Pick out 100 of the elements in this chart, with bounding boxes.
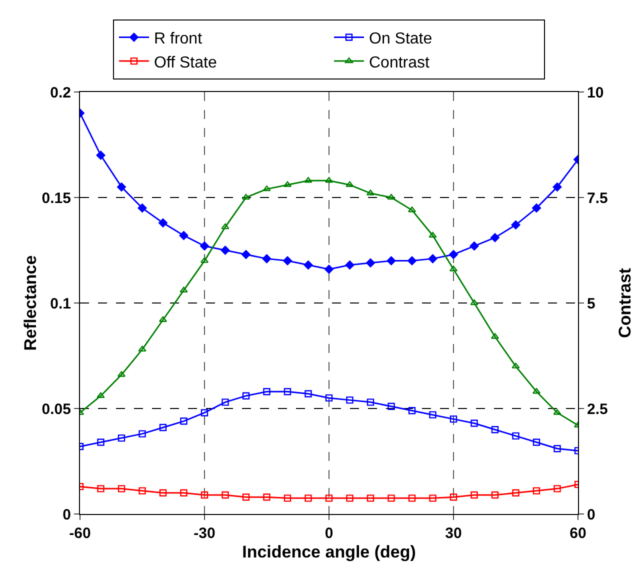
- point: [553, 409, 562, 415]
- point: [387, 194, 396, 200]
- x-axis-title: Incidence angle (deg): [242, 542, 416, 562]
- point: [304, 177, 312, 183]
- point: [284, 494, 292, 502]
- point: [304, 494, 312, 502]
- legend-label: Contrast: [369, 54, 430, 72]
- point: [96, 150, 106, 160]
- point: [200, 409, 208, 416]
- point: [242, 194, 250, 200]
- point: [408, 494, 416, 502]
- point: [346, 494, 354, 502]
- point: [304, 390, 312, 398]
- point: [532, 204, 541, 213]
- point: [366, 494, 374, 502]
- point: [242, 250, 250, 259]
- point: [220, 246, 230, 255]
- y-tick-label: 0.05: [42, 400, 71, 418]
- point: [242, 392, 250, 400]
- point: [180, 418, 188, 425]
- point: [554, 444, 561, 452]
- point: [449, 250, 458, 259]
- point: [512, 432, 520, 440]
- x-tick-label: 0: [324, 525, 334, 542]
- point: [179, 230, 188, 240]
- y2-tick-label: 2.5: [587, 400, 608, 418]
- x-tick-label: -30: [194, 525, 216, 542]
- y-axis-title: Reflectance: [21, 255, 40, 351]
- point: [138, 487, 146, 494]
- point: [470, 242, 479, 251]
- y2-tick-label: 0: [587, 506, 596, 524]
- point: [159, 424, 167, 432]
- point: [138, 204, 147, 213]
- point: [262, 254, 272, 264]
- point: [97, 438, 104, 446]
- point: [366, 398, 374, 406]
- point: [200, 242, 209, 251]
- y-tick-label: 0.2: [50, 84, 71, 102]
- point: [283, 256, 292, 266]
- point: [490, 233, 500, 242]
- point: [345, 260, 354, 270]
- point: [346, 181, 354, 187]
- x-tick-label: 30: [445, 525, 462, 542]
- point: [491, 426, 499, 434]
- point: [554, 485, 561, 492]
- point: [96, 392, 105, 398]
- y-tick-label: 0.1: [50, 295, 71, 312]
- point: [388, 494, 395, 502]
- point: [284, 388, 292, 396]
- point: [470, 491, 478, 499]
- point: [221, 223, 230, 230]
- point: [470, 420, 478, 427]
- point: [118, 485, 126, 492]
- point: [200, 491, 208, 499]
- point: [304, 260, 313, 270]
- x-tick-label: -60: [69, 525, 91, 542]
- point: [408, 256, 416, 266]
- point: [97, 485, 104, 492]
- point: [491, 491, 499, 499]
- point: [263, 494, 270, 501]
- point: [450, 494, 458, 501]
- point: [325, 494, 333, 502]
- y-tick-label: 0.15: [42, 190, 71, 207]
- point: [158, 218, 168, 228]
- point: [511, 220, 520, 230]
- point: [324, 264, 334, 274]
- point: [512, 362, 520, 368]
- point: [325, 394, 333, 402]
- point: [118, 434, 126, 442]
- point: [450, 415, 458, 423]
- point: [408, 407, 416, 414]
- point: [532, 487, 540, 494]
- point: [159, 489, 167, 496]
- point: [470, 299, 478, 306]
- point: [242, 494, 250, 501]
- point: [532, 438, 540, 446]
- point: [429, 411, 436, 418]
- point: [366, 258, 375, 268]
- point: [180, 489, 188, 496]
- legend-label: Off State: [154, 54, 217, 72]
- point: [388, 402, 395, 410]
- point: [180, 286, 188, 292]
- point: [428, 254, 438, 264]
- point: [117, 182, 126, 192]
- y-tick-label: 0: [62, 506, 71, 524]
- point: [222, 398, 229, 406]
- y2-tick-label: 5: [587, 295, 596, 312]
- point: [138, 430, 146, 438]
- point: [262, 185, 271, 192]
- point: [346, 396, 354, 404]
- legend-label: R front: [154, 30, 203, 48]
- point: [429, 494, 436, 502]
- legend-label: On State: [369, 30, 432, 48]
- point: [512, 489, 520, 496]
- point: [138, 346, 146, 352]
- point: [222, 491, 229, 499]
- y2-tick-label: 10: [587, 84, 604, 102]
- point: [386, 256, 396, 266]
- y2-axis-title: Contrast: [616, 268, 634, 338]
- point: [428, 232, 437, 238]
